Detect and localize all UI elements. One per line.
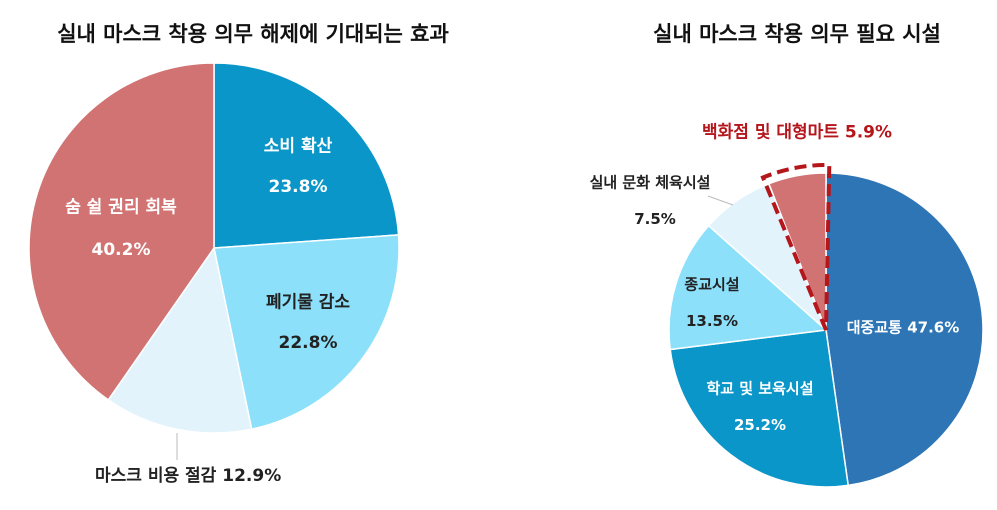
- value-left-0: 23.8%: [268, 177, 328, 197]
- label-right-3: 실내 문화 체육시설: [589, 173, 711, 192]
- pie-slice-0-0: [213, 62, 400, 249]
- label-left-3: 숨 쉴 권리 회복: [65, 197, 177, 218]
- value-right-1: 25.2%: [733, 416, 787, 434]
- highlight-dashed-outline: [760, 163, 832, 331]
- value-right-0: 47.6%: [907, 318, 960, 337]
- chart-title-left: 실내 마스크 착용 의무 해제에 기대되는 효과: [57, 22, 449, 46]
- label-left-2: 마스크 비용 절감 12.9%: [95, 461, 281, 486]
- label-left-2-name: 마스크 비용 절감: [95, 466, 217, 486]
- pie-slice-0-1: [213, 234, 400, 431]
- value-right-3: 7.5%: [634, 210, 676, 228]
- pie-slice-1-2: [668, 224, 828, 351]
- pie-slice-0-3: [28, 62, 215, 401]
- value-left-2: 12.9%: [222, 466, 282, 486]
- value-right-4: 5.9%: [844, 122, 893, 143]
- pie-slice-1-1: [669, 329, 850, 488]
- value-right-2: 13.5%: [685, 312, 739, 330]
- leader-line-right: [707, 195, 734, 206]
- pie-slice-0-2: [107, 246, 253, 434]
- label-left-0: 소비 확산: [263, 136, 333, 157]
- label-right-2: 종교시설: [684, 275, 740, 294]
- label-right-0: 대중교통 47.6%: [847, 317, 959, 338]
- chart-title-right: 실내 마스크 착용 의무 필요 시설: [653, 22, 941, 46]
- label-right-4: 백화점 및 대형마트 5.9%: [702, 118, 892, 143]
- label-right-1: 학교 및 보육시설: [706, 379, 814, 398]
- label-right-0-name: 대중교통: [846, 318, 902, 337]
- label-right-4-name: 백화점 및 대형마트: [701, 122, 839, 143]
- label-left-1: 폐기물 감소: [265, 292, 351, 313]
- value-left-3: 40.2%: [91, 240, 151, 260]
- value-left-1: 22.8%: [278, 333, 338, 353]
- pie-slice-1-0: [825, 172, 984, 487]
